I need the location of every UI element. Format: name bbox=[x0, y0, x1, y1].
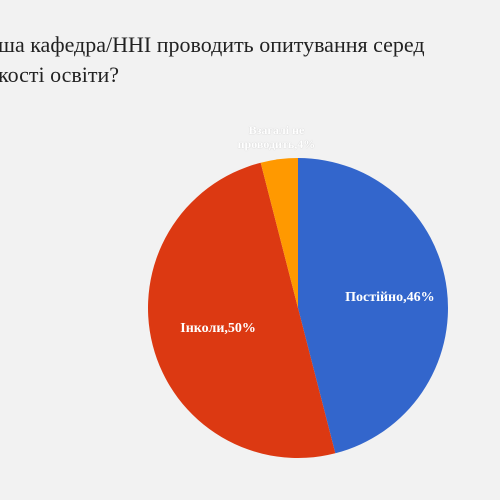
chart-title: кості освіти? bbox=[0, 62, 119, 87]
data-label: Інколи,50% bbox=[180, 320, 256, 336]
pie-slice bbox=[148, 162, 336, 458]
chart-title: ша кафедра/ННІ проводить опитування сере… bbox=[0, 32, 425, 57]
data-label: Постійно,46% bbox=[345, 289, 435, 305]
pie-slice bbox=[298, 158, 449, 454]
data-label: Взагалі не проводить,4% bbox=[237, 123, 316, 152]
pie-slice bbox=[260, 158, 298, 308]
